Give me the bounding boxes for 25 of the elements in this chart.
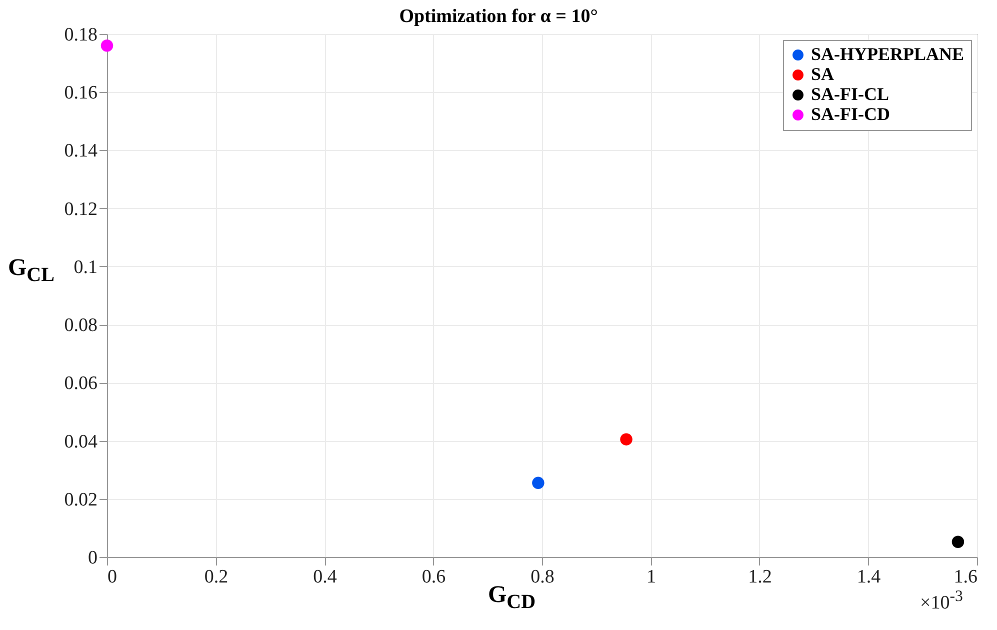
text: ×10$^{-3}$ (920, 588, 963, 614)
x-tick-label: 1 (646, 566, 656, 588)
y-tick-label: 0.16 (64, 82, 98, 104)
x-tick-label: 1.4 (856, 566, 882, 588)
legend-label: SA (811, 64, 834, 84)
y-tick-label: 0.02 (64, 489, 98, 510)
legend-label: SA-FI-CL (811, 84, 890, 104)
y-tick-label: 0.18 (64, 24, 98, 46)
legend-label: SA-FI-CD (811, 104, 890, 124)
x-tick-label: 0.4 (313, 566, 338, 588)
x-tick-label: 0.6 (422, 566, 446, 588)
x-tick-label: 0 (108, 566, 117, 588)
x-tick-label: 1.2 (748, 566, 772, 588)
y-tick-label: 0.08 (64, 315, 98, 336)
chart-title: Optimization for α = 10° (399, 6, 598, 27)
legend-label: SA-HYPERPLANE (811, 44, 964, 64)
x-tick-label: 0.2 (204, 566, 228, 588)
y-tick-label: 0.04 (64, 431, 98, 452)
y-axis-title: G$_{CL}$ (8, 255, 54, 287)
y-tick-label: 0.06 (64, 373, 98, 394)
y-tick-label: 0.14 (64, 140, 98, 162)
y-tick-label: 0.12 (64, 198, 98, 220)
y-tick-label: 0 (88, 548, 98, 568)
y-tick-label: 0.1 (74, 256, 98, 278)
x-tick-label: 1.6 (954, 566, 978, 588)
